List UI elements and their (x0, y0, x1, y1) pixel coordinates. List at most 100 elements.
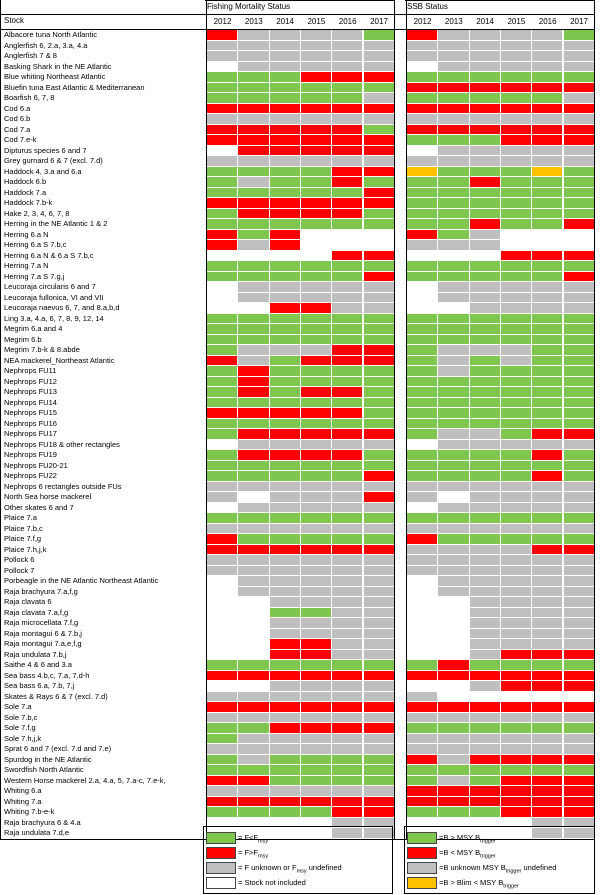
ssb-status-cell (469, 744, 501, 755)
fishing-status-cell (300, 408, 333, 419)
ssb-status-cell (563, 145, 595, 156)
ssb-status-cell (532, 51, 564, 62)
ssb-status-cell (438, 565, 470, 576)
ssb-status-cell (532, 796, 564, 807)
ssb-status-cell (469, 72, 501, 83)
ssb-status-cell (469, 166, 501, 177)
fishing-status-cell (207, 408, 239, 419)
fishing-status-cell (238, 628, 270, 639)
ssb-status-cell (438, 397, 470, 408)
fishing-status-cell (269, 61, 301, 72)
fishing-status-cell (363, 744, 395, 755)
ssb-status-cell (438, 460, 470, 471)
fishing-status-cell (269, 492, 301, 503)
fishing-status-cell (300, 796, 333, 807)
fishing-status-cell (238, 639, 270, 650)
ssb-status-cell (563, 513, 595, 524)
fishing-status-cell (207, 576, 239, 587)
fishing-status-cell (300, 61, 333, 72)
ssb-status-cell (563, 534, 595, 545)
ssb-status-cell (532, 40, 564, 51)
fishing-status-cell (363, 61, 395, 72)
ssb-status-cell (563, 691, 595, 702)
fishing-status-cell (300, 208, 333, 219)
ssb-status-cell (500, 586, 533, 597)
fishing-status-cell (269, 271, 301, 282)
stock-name: Basking Shark in the NE Atlantic (4, 61, 112, 71)
ssb-status-cell (407, 576, 439, 587)
ssb-status-cell (500, 156, 533, 167)
ssb-status-cell (438, 481, 470, 492)
ssb-status-cell (438, 586, 470, 597)
ssb-status-cell (407, 292, 439, 303)
fishing-status-cell (207, 555, 239, 566)
ssb-status-cell (407, 345, 439, 356)
fishing-status-cell (332, 492, 364, 503)
fishing-status-cell (269, 639, 301, 650)
ssb-status-cell (469, 219, 501, 230)
ssb-status-cell (469, 366, 501, 377)
ssb-status-cell (532, 817, 564, 828)
stock-name: Sea bass 4.b,c, 7.a, 7.d-h (4, 670, 90, 680)
fishing-status-cell (332, 513, 364, 524)
ssb-status-cell (438, 492, 470, 503)
fishing-status-cell (300, 534, 333, 545)
ssb-status-cell (563, 303, 595, 314)
fishing-status-cell (269, 723, 301, 734)
ssb-status-cell (532, 502, 564, 513)
ssb-status-cell (438, 261, 470, 272)
fishing-status-cell (269, 51, 301, 62)
fishing-status-cell (269, 292, 301, 303)
ssb-status-cell (407, 334, 439, 345)
ssb-status-cell (438, 702, 470, 713)
fishing-status-cell (300, 355, 333, 366)
ssb-status-cell (438, 534, 470, 545)
fishing-status-cell (300, 198, 333, 209)
ssb-status-cell (438, 103, 470, 114)
fishing-status-cell (363, 439, 395, 450)
ssb-status-header: SSB Status (407, 2, 448, 11)
fishing-status-cell (332, 324, 364, 335)
fishing-status-cell (238, 166, 270, 177)
ssb-status-cell (532, 429, 564, 440)
fishing-status-cell (332, 240, 364, 251)
fishing-status-cell (300, 618, 333, 629)
fishing-status-cell (207, 481, 239, 492)
fishing-status-cell (300, 607, 333, 618)
fishing-status-cell (363, 534, 395, 545)
stock-name: Haddock 7.a (4, 187, 47, 197)
fishing-status-cell (207, 387, 239, 398)
fishing-status-cell (363, 156, 395, 167)
fishing-status-cell (332, 691, 364, 702)
ssb-status-cell (563, 345, 595, 356)
ssb-status-cell (532, 712, 564, 723)
fishing-status-cell (332, 523, 364, 534)
ssb-status-cell (469, 51, 501, 62)
fishing-status-cell (207, 124, 239, 135)
stock-name: Whiting 7.b-e-k (4, 807, 55, 816)
ssb-status-cell (532, 628, 564, 639)
ssb-status-cell (469, 576, 501, 587)
stock-name: Nephrops FU13 (4, 387, 57, 396)
fishing-status-cell (238, 523, 270, 534)
ssb-status-cell (407, 492, 439, 503)
fishing-status-cell (300, 807, 333, 818)
ssb-status-cell (563, 481, 595, 492)
ssb-status-cell (532, 145, 564, 156)
fishing-status-cell (207, 82, 239, 93)
ssb-status-cell (438, 618, 470, 629)
stock-name: Sole 7.h,j,k (4, 733, 42, 743)
ssb-status-cell (407, 324, 439, 335)
fishing-legend-label: = F>Fmsy (238, 847, 268, 863)
fishing-status-cell (269, 198, 301, 209)
fishing-status-cell (238, 817, 270, 828)
fishing-status-cell (269, 219, 301, 230)
ssb-status-cell (469, 807, 501, 818)
fishing-status-cell (300, 250, 333, 261)
ssb-status-cell (500, 702, 533, 713)
fishing-status-cell (332, 93, 364, 104)
ssb-status-cell (532, 345, 564, 356)
ssb-status-cell (469, 408, 501, 419)
ssb-status-cell (563, 786, 595, 797)
ssb-status-cell (532, 702, 564, 713)
